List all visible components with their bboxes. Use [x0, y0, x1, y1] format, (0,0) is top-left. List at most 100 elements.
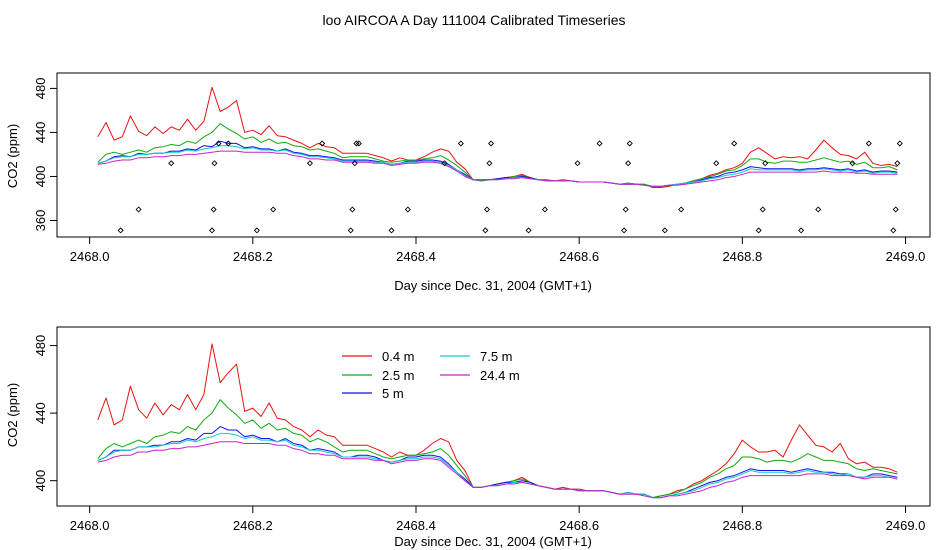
top-series-2-5-m-line — [97, 123, 898, 187]
bottom-series-7-5-m-line — [97, 432, 898, 499]
top-scatter-point — [596, 140, 603, 147]
legend-entry-24-4-m: 24.4 m — [440, 368, 520, 383]
top-series-24-4-m-line — [97, 150, 898, 187]
bottom-series-5-m-line — [97, 426, 898, 499]
bottom-y-tick-label: 440 — [33, 402, 48, 424]
top-scatter-point — [168, 160, 175, 167]
legend-entry-2-5-m: 2.5 m — [342, 368, 415, 383]
top-scatter-point — [849, 160, 856, 167]
top-scatter-point — [762, 160, 769, 167]
top-scatter-point — [678, 206, 685, 213]
top-y-tick-label: 440 — [33, 122, 48, 144]
top-scatter-point — [349, 206, 356, 213]
top-scatter-point — [486, 160, 493, 167]
top-series-layer — [97, 86, 903, 234]
top-scatter-points — [117, 140, 903, 234]
top-scatter-point — [441, 160, 448, 167]
top-panel: 2468.0 2468.2 2468.4 2468.6 2468.8 2469.0 360… — [5, 72, 931, 293]
top-scatter-point — [457, 140, 464, 147]
legend: 0.4 m 2.5 m 5 m 7.5 m 24.4 m — [342, 349, 520, 401]
top-scatter-point — [270, 206, 277, 213]
chart-title: loo AIRCOA A Day 111004 Calibrated Times… — [323, 12, 626, 28]
bottom-panel: 2468.0 2468.2 2468.4 2468.6 2468.8 2469.0 400… — [5, 326, 931, 549]
bottom-series-24-4-m-line — [97, 441, 898, 499]
bottom-series-layer — [97, 343, 898, 499]
top-y-tick-label: 400 — [33, 166, 48, 188]
top-scatter-point — [482, 227, 489, 234]
top-plot-frame — [56, 72, 931, 238]
top-scatter-point — [892, 206, 899, 213]
top-x-tick-label: 2468.0 — [70, 249, 110, 264]
bottom-x-tick-label: 2468.0 — [70, 518, 110, 533]
top-scatter-point — [815, 206, 822, 213]
top-scatter-point — [253, 227, 260, 234]
top-scatter-point — [625, 160, 632, 167]
top-scatter-point — [865, 140, 872, 147]
top-scatter-point — [713, 160, 720, 167]
bottom-series-2-5-m-line — [97, 399, 898, 499]
bottom-y-tick-label: 400 — [33, 470, 48, 492]
bottom-plot-frame — [56, 326, 931, 507]
legend-entry-7-5-m: 7.5 m — [440, 349, 513, 364]
top-x-tick-label: 2468.6 — [559, 249, 599, 264]
top-scatter-point — [225, 140, 232, 147]
top-scatter-point — [355, 140, 362, 147]
top-x-tick-label: 2468.2 — [233, 249, 273, 264]
top-scatter-point — [525, 227, 532, 234]
legend-label: 0.4 m — [382, 349, 415, 364]
top-scatter-point — [208, 227, 216, 234]
top-x-axis-label: Day since Dec. 31, 2004 (GMT+1) — [394, 278, 592, 293]
top-scatter-point — [661, 227, 668, 234]
top-scatter-point — [626, 140, 633, 147]
bottom-x-tick-label: 2468.6 — [559, 518, 599, 533]
top-x-tick-label: 2469.0 — [886, 249, 926, 264]
top-scatter-point — [135, 206, 142, 213]
top-scatter-point — [117, 227, 124, 234]
top-scatter-point — [351, 160, 358, 167]
top-scatter-point — [731, 140, 738, 147]
bottom-x-tick-label: 2468.8 — [722, 518, 762, 533]
bottom-x-tick-label: 2468.2 — [233, 518, 273, 533]
top-y-axis-label: CO2 (ppm) — [5, 124, 20, 188]
top-scatter-point — [894, 160, 901, 167]
bottom-y-axis-label: CO2 (ppm) — [5, 383, 20, 447]
top-x-tick-label: 2468.4 — [396, 249, 436, 264]
bottom-x-axis-label: Day since Dec. 31, 2004 (GMT+1) — [394, 534, 592, 549]
legend-entry-0-4-m: 0.4 m — [342, 349, 415, 364]
top-scatter-point — [211, 160, 218, 167]
bottom-x-axis: 2468.0 2468.2 2468.4 2468.6 2468.8 2469.0 — [70, 506, 926, 533]
top-y-axis: 360 400 440 480 — [33, 78, 57, 232]
top-scatter-point — [488, 140, 495, 147]
top-scatter-point — [319, 140, 326, 147]
bottom-y-axis: 400 440 480 — [33, 335, 57, 492]
legend-label: 24.4 m — [480, 368, 520, 383]
top-y-tick-label: 480 — [33, 78, 48, 100]
top-x-tick-label: 2468.8 — [722, 249, 762, 264]
top-scatter-point — [541, 206, 548, 213]
legend-label: 5 m — [382, 386, 404, 401]
top-scatter-point — [574, 160, 581, 167]
top-x-axis: 2468.0 2468.2 2468.4 2468.6 2468.8 2469.0 — [70, 237, 926, 264]
top-scatter-point — [798, 227, 805, 234]
top-scatter-point — [896, 140, 903, 147]
top-scatter-point — [210, 206, 217, 213]
top-scatter-point — [755, 227, 762, 234]
top-scatter-point — [621, 227, 628, 234]
top-scatter-point — [306, 160, 313, 167]
bottom-x-tick-label: 2468.4 — [396, 518, 436, 533]
legend-label: 2.5 m — [382, 368, 415, 383]
top-scatter-point — [622, 206, 629, 213]
top-scatter-point — [215, 140, 222, 147]
top-scatter-point — [388, 227, 395, 234]
top-scatter-point — [483, 206, 491, 213]
top-scatter-point — [759, 206, 766, 213]
legend-label: 7.5 m — [480, 349, 513, 364]
top-scatter-point — [353, 140, 360, 147]
top-y-tick-label: 360 — [33, 210, 48, 232]
bottom-series-0-4-m-line — [97, 343, 898, 499]
top-scatter-point — [890, 227, 897, 234]
bottom-x-tick-label: 2469.0 — [886, 518, 926, 533]
bottom-y-tick-label: 480 — [33, 335, 48, 357]
top-scatter-point — [347, 227, 354, 234]
